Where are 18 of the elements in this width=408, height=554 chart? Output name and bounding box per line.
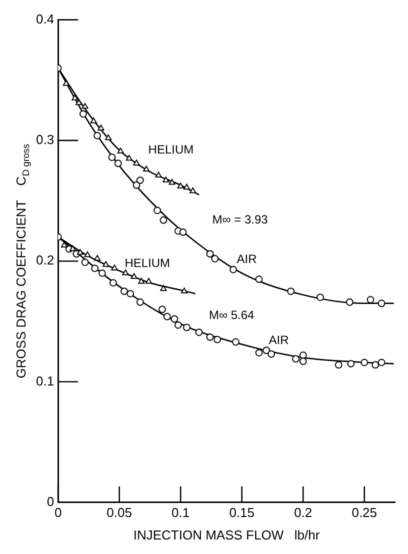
annotation: AIR (236, 252, 258, 266)
annotation: HELIUM (148, 142, 194, 156)
y-tick-label: 0 (46, 494, 54, 509)
annotation: HELIUM (124, 256, 170, 270)
annotation: AIR (268, 333, 290, 348)
x-tick-label: 0.15 (229, 504, 255, 520)
x-tick-label: 0.05 (106, 504, 132, 520)
y-tick-label: 0.2 (36, 252, 54, 268)
y-tick-label: 0.4 (36, 11, 54, 26)
annotation: M∞ = 3.93 (212, 212, 268, 226)
x-tick-label: 0.2 (294, 504, 312, 520)
y-axis-title: GROSS DRAG COEFFICIENT CD gross (14, 144, 32, 378)
annotation: M∞ 5.64 (208, 308, 255, 322)
y-tick-label: 0.3 (36, 132, 54, 148)
x-axis-title: INJECTION MASS FLOW lb/hr (133, 528, 320, 543)
x-tick-label: 0.1 (172, 504, 190, 520)
y-tick-label: 0.1 (36, 373, 54, 388)
x-tick-label: 0.25 (352, 504, 378, 520)
